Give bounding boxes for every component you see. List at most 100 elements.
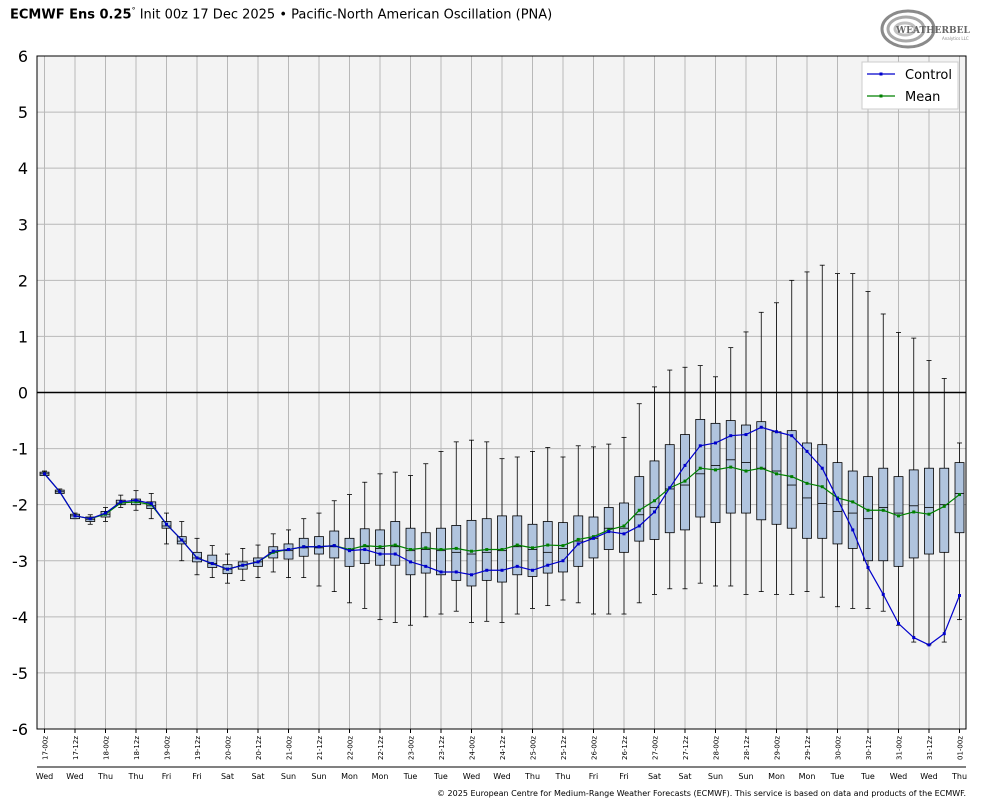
control-point xyxy=(149,502,153,506)
y-tick-label: 6 xyxy=(18,47,28,66)
mean-point xyxy=(531,546,534,550)
day-label: Fri xyxy=(162,772,172,781)
box-iqr xyxy=(344,537,355,567)
mean-point xyxy=(653,499,656,503)
mean-point xyxy=(378,545,382,549)
control-point xyxy=(226,567,229,571)
mean-point xyxy=(500,548,504,552)
x-tick-label: 19-00z xyxy=(164,736,172,760)
control-point xyxy=(210,562,214,566)
control-point xyxy=(500,568,504,572)
control-point xyxy=(515,564,519,568)
control-point xyxy=(759,425,763,429)
mean-point xyxy=(454,546,458,550)
control-point xyxy=(622,532,626,536)
x-tick-label: 21-12z xyxy=(316,736,324,760)
day-label: Sat xyxy=(221,772,234,781)
mean-point xyxy=(942,504,946,508)
mean-point xyxy=(607,528,611,532)
control-point xyxy=(653,510,656,514)
box-iqr xyxy=(847,470,858,549)
control-point xyxy=(454,570,458,574)
x-tick-label: 25-12z xyxy=(560,736,568,760)
control-point xyxy=(363,548,367,552)
control-point xyxy=(165,522,168,526)
swirl-icon xyxy=(880,9,936,49)
box-26 xyxy=(436,450,446,615)
box-iqr xyxy=(619,502,629,553)
legend-mean-marker xyxy=(879,94,883,98)
control-point xyxy=(470,573,473,577)
mean-point xyxy=(363,544,367,548)
x-tick-label: 25-00z xyxy=(530,736,538,760)
day-label: Mon xyxy=(341,772,358,781)
y-tick-label: 2 xyxy=(18,271,28,290)
box-59 xyxy=(939,378,950,643)
x-tick-label: 28-00z xyxy=(713,736,721,760)
mean-point xyxy=(729,465,733,469)
mean-point xyxy=(805,481,809,485)
control-point xyxy=(729,434,733,438)
mean-point xyxy=(637,508,641,512)
box-iqr xyxy=(817,444,828,539)
day-label: Thu xyxy=(127,772,143,781)
weatherbell-logo: WEATHERBELL Analytics LLC xyxy=(880,9,970,49)
control-point xyxy=(302,545,306,549)
day-label: Thu xyxy=(97,772,113,781)
control-point xyxy=(836,497,839,501)
day-label: Thu xyxy=(524,772,540,781)
mean-point xyxy=(912,510,916,514)
y-tick-label: -5 xyxy=(12,664,28,683)
control-point xyxy=(409,560,412,564)
day-label: Thu xyxy=(554,772,570,781)
control-point xyxy=(317,545,321,549)
mean-point xyxy=(393,543,397,547)
control-point xyxy=(546,563,550,567)
x-tick-label: 31-12z xyxy=(926,736,934,760)
mean-point xyxy=(759,466,763,470)
mean-point xyxy=(576,537,580,541)
day-label: Wed xyxy=(463,772,480,781)
mean-point xyxy=(790,475,794,479)
box-iqr xyxy=(741,424,751,514)
box-iqr xyxy=(893,476,904,567)
x-tick-label: 26-00z xyxy=(591,736,599,760)
box-46 xyxy=(741,331,751,595)
x-tick-label: 26-12z xyxy=(621,736,629,760)
x-tick-label: 22-12z xyxy=(377,736,385,760)
control-point xyxy=(897,622,900,626)
box-iqr xyxy=(420,532,431,574)
box-iqr xyxy=(924,467,934,555)
day-label: Sun xyxy=(281,772,296,781)
day-label: Sat xyxy=(678,772,691,781)
box-56 xyxy=(893,332,904,626)
control-point xyxy=(714,441,717,445)
mean-point xyxy=(851,500,855,504)
box-iqr xyxy=(939,467,950,553)
x-tick-label: 31-00z xyxy=(896,736,904,760)
legend-box xyxy=(861,61,959,110)
control-point xyxy=(378,552,382,556)
x-tick-label: 22-00z xyxy=(347,736,355,760)
x-tick-label: 24-00z xyxy=(469,736,477,760)
box-28 xyxy=(466,439,477,623)
day-label: Sat xyxy=(648,772,661,781)
control-point xyxy=(958,594,961,598)
day-label: Sun xyxy=(738,772,753,781)
control-point xyxy=(348,549,351,553)
day-label: Fri xyxy=(192,772,202,781)
copyright-notice: © 2025 European Centre for Medium-Range … xyxy=(437,789,966,798)
x-tick-label: 23-00z xyxy=(408,736,416,760)
mean-point xyxy=(515,543,519,547)
control-point xyxy=(439,570,443,574)
legend-control-marker xyxy=(879,72,883,76)
control-point xyxy=(851,528,855,532)
day-label: Wed xyxy=(493,772,510,781)
control-point xyxy=(668,486,672,490)
x-tick-label: 29-00z xyxy=(774,736,782,760)
box-44 xyxy=(710,376,721,587)
y-tick-label: -6 xyxy=(12,720,28,739)
day-label: Tue xyxy=(860,772,875,781)
control-point xyxy=(531,568,534,572)
